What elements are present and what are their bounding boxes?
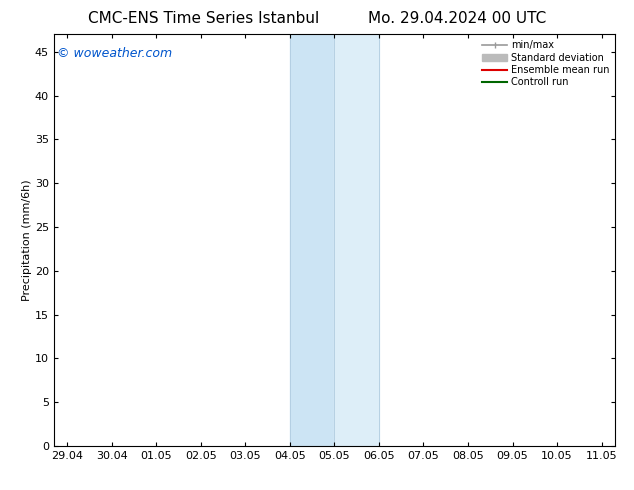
Legend: min/max, Standard deviation, Ensemble mean run, Controll run: min/max, Standard deviation, Ensemble me…	[479, 37, 612, 90]
Bar	[334, 34, 379, 446]
Bar	[290, 34, 335, 446]
Y-axis label: Precipitation (mm/6h): Precipitation (mm/6h)	[22, 179, 32, 301]
Text: CMC-ENS Time Series Istanbul          Mo. 29.04.2024 00 UTC: CMC-ENS Time Series Istanbul Mo. 29.04.2…	[88, 11, 546, 26]
Text: © woweather.com: © woweather.com	[56, 47, 172, 60]
